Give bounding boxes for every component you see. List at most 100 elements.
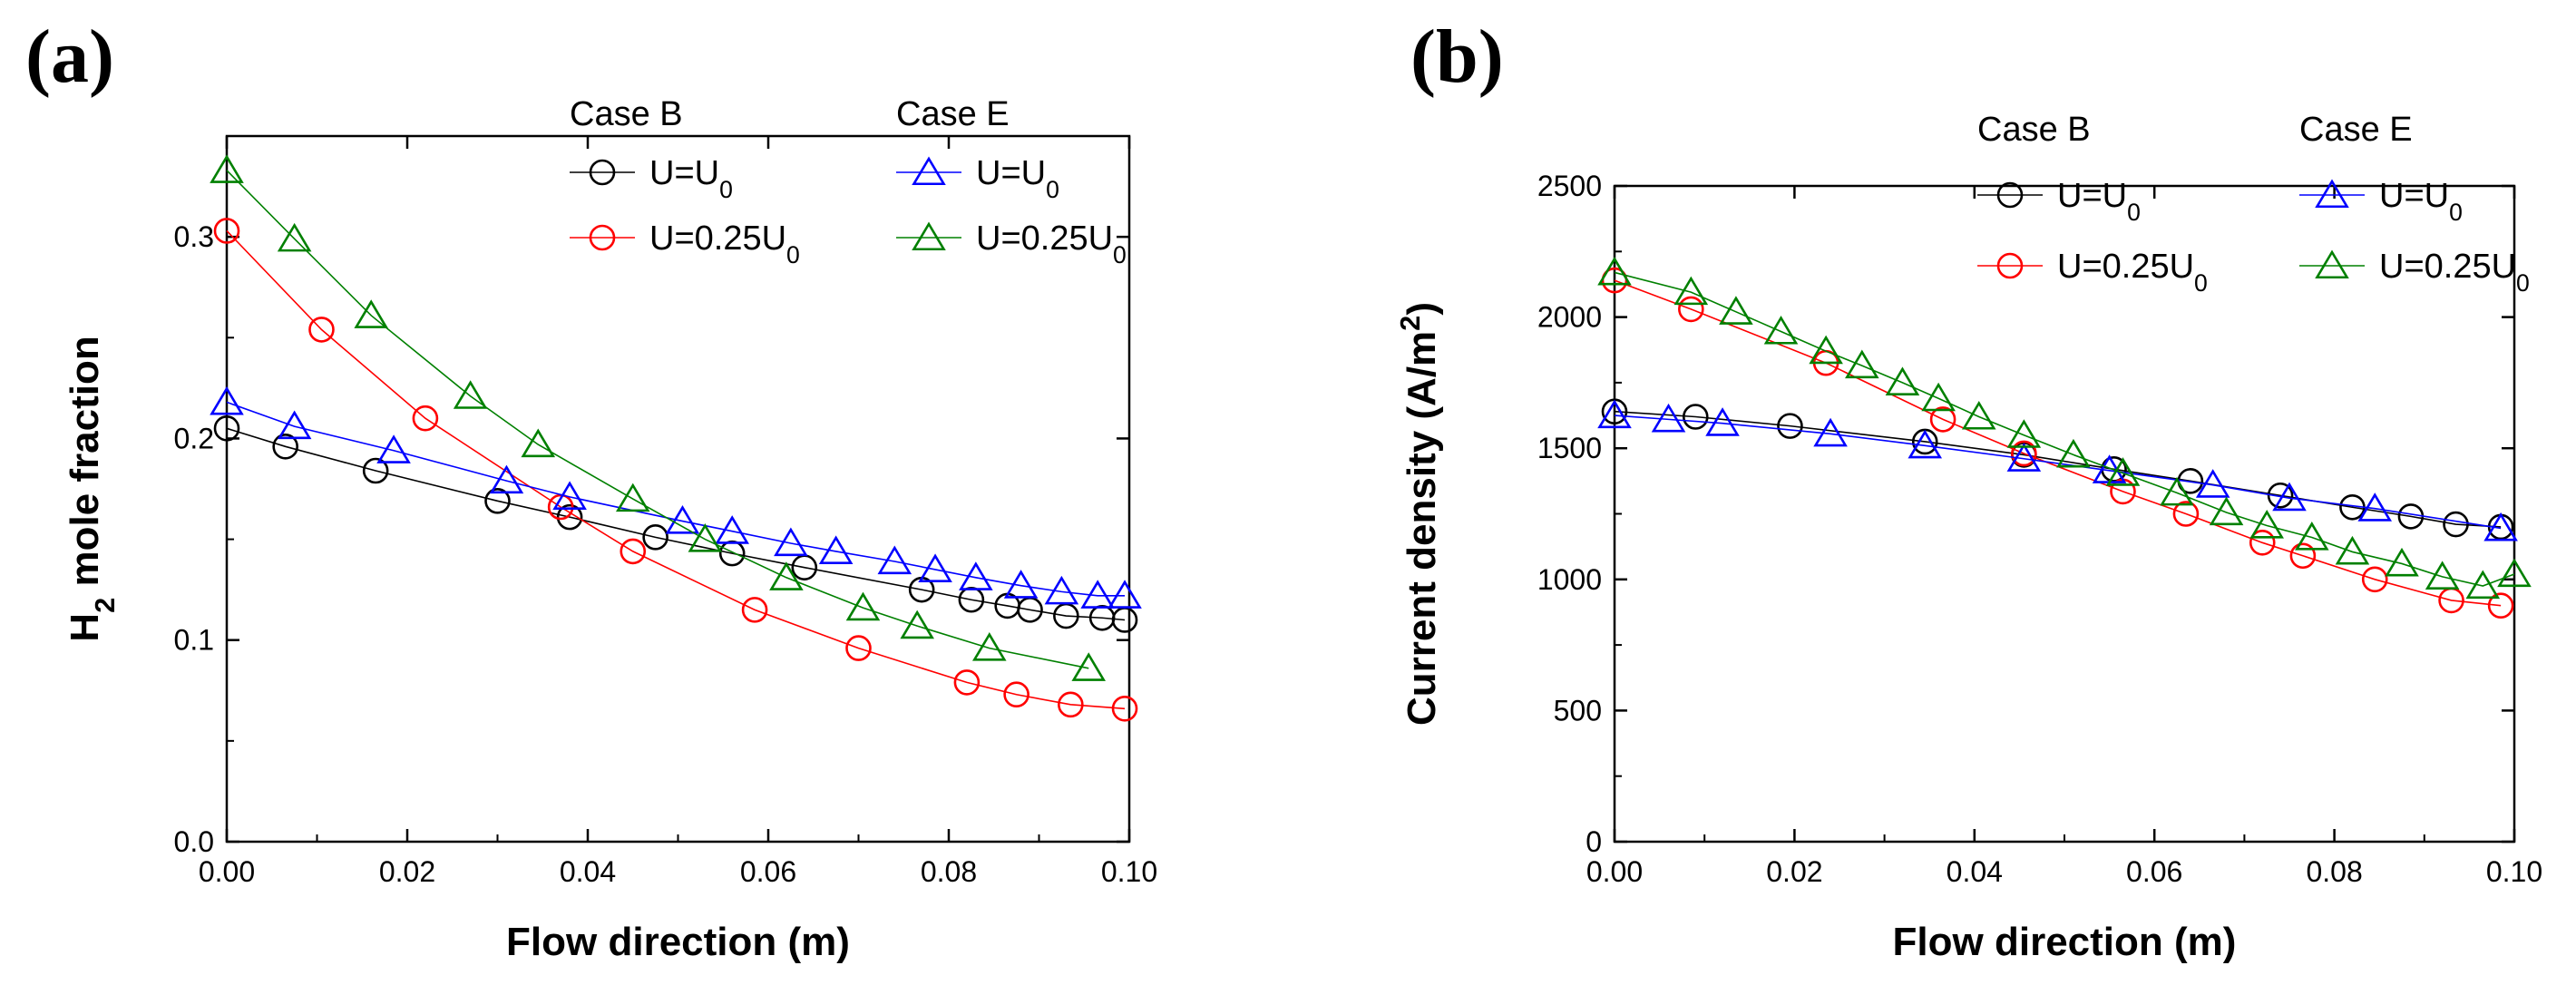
y-axis-title: H2 mole fraction xyxy=(63,336,121,641)
data-point xyxy=(277,410,312,440)
data-point xyxy=(2465,570,2501,600)
data-point xyxy=(1071,652,1107,681)
data-point xyxy=(213,415,240,442)
x-tick-label: 0.00 xyxy=(199,855,255,888)
x-tick-label: 0.04 xyxy=(1947,855,2003,888)
data-point xyxy=(1597,399,1632,429)
y-tick-label: 0.3 xyxy=(174,220,214,253)
panel-label: (b) xyxy=(1410,15,1504,99)
legend-label: U=U0 xyxy=(2379,177,2463,226)
legend-marker xyxy=(1996,252,2024,279)
series-b-case-e-u025 xyxy=(1597,256,2532,600)
data-point xyxy=(2267,482,2294,509)
data-point xyxy=(1809,335,1843,365)
data-point xyxy=(1111,695,1138,722)
data-point xyxy=(2483,512,2518,541)
y-tick-label: 2500 xyxy=(1537,170,1602,202)
legend-marker xyxy=(1996,181,2024,209)
legend-marker xyxy=(912,156,946,186)
data-point xyxy=(2357,492,2393,522)
data-point xyxy=(845,591,881,621)
data-point xyxy=(953,669,981,696)
legend-group-title: Case B xyxy=(570,95,683,133)
data-point xyxy=(1845,349,1879,379)
data-point xyxy=(484,488,511,514)
y-tick-label: 0 xyxy=(1586,825,1602,858)
legend-group-title: Case E xyxy=(2299,111,2413,149)
data-point xyxy=(665,505,700,534)
series-line xyxy=(226,229,1126,710)
data-point xyxy=(642,524,668,551)
data-point xyxy=(1763,315,1799,345)
series-line xyxy=(1614,410,2502,528)
x-tick-label: 0.06 xyxy=(2126,855,2182,888)
data-point xyxy=(2006,419,2042,448)
legend-label: U=U0 xyxy=(649,154,733,203)
data-point xyxy=(277,222,312,252)
data-point xyxy=(2006,443,2042,472)
data-point xyxy=(769,561,804,590)
data-point xyxy=(2272,482,2307,512)
x-tick-label: 0.10 xyxy=(1101,855,1157,888)
data-point xyxy=(2335,535,2370,565)
data-point xyxy=(1107,580,1142,609)
data-point xyxy=(877,545,912,575)
legend-marker xyxy=(912,221,946,251)
data-point xyxy=(1929,406,1956,433)
legend-label: U=0.25U0 xyxy=(976,219,1127,268)
series-line xyxy=(226,401,1126,597)
legend-label: U=U0 xyxy=(976,154,1059,203)
y-tick-label: 0.1 xyxy=(174,624,214,657)
data-point xyxy=(2249,509,2284,539)
data-point xyxy=(2443,511,2469,538)
data-point xyxy=(620,538,647,565)
data-point xyxy=(1908,429,1943,459)
data-point xyxy=(971,632,1007,661)
data-point xyxy=(1003,570,1039,599)
data-point xyxy=(2497,558,2532,588)
data-point xyxy=(2011,440,2037,467)
data-point xyxy=(2295,521,2329,551)
data-point xyxy=(2195,469,2230,498)
series-b-case-e-u0 xyxy=(1597,399,2518,541)
data-point xyxy=(688,523,723,552)
series-line xyxy=(1614,414,2502,530)
data-point xyxy=(1597,256,1632,286)
data-point xyxy=(741,597,768,623)
x-tick-label: 0.08 xyxy=(2306,855,2362,888)
data-point xyxy=(918,553,952,582)
data-point xyxy=(1921,382,1956,412)
data-point xyxy=(2160,476,2194,506)
data-point xyxy=(1673,276,1709,306)
data-point xyxy=(308,317,335,343)
data-point xyxy=(959,561,993,590)
legend-group-title: Case B xyxy=(1977,111,2091,149)
series-line xyxy=(1614,271,2515,587)
y-tick-label: 500 xyxy=(1554,694,1602,727)
data-point xyxy=(715,515,749,544)
y-tick-label: 0.0 xyxy=(174,825,214,858)
legend-marker xyxy=(2315,179,2349,209)
data-point xyxy=(845,635,872,661)
x-axis-title: Flow direction (m) xyxy=(1893,920,2237,964)
y-tick-label: 2000 xyxy=(1537,301,1602,334)
series-a-case-e-u0 xyxy=(210,385,1142,609)
x-tick-label: 0.10 xyxy=(2486,855,2542,888)
y-axis-title: Current density (A/m2) xyxy=(1394,302,1445,726)
data-point xyxy=(2487,592,2514,619)
legend-label: U=0.25U0 xyxy=(649,219,800,268)
data-point xyxy=(2209,496,2244,526)
series-line xyxy=(226,170,1089,669)
legend-marker xyxy=(2315,249,2349,279)
data-point xyxy=(1044,575,1079,605)
data-point xyxy=(210,154,244,183)
panel-a-chart: (a) 0.00 0.02 0.04 0.06 0.08 0.10 0.0 0.1 0.2 0.3 F… xyxy=(25,15,1157,964)
data-point xyxy=(556,503,583,531)
panel-label: (a) xyxy=(25,15,114,99)
series-a-case-b-u0 xyxy=(213,415,1138,633)
data-point xyxy=(272,434,298,460)
data-point xyxy=(354,299,388,328)
data-point xyxy=(1813,417,1848,447)
